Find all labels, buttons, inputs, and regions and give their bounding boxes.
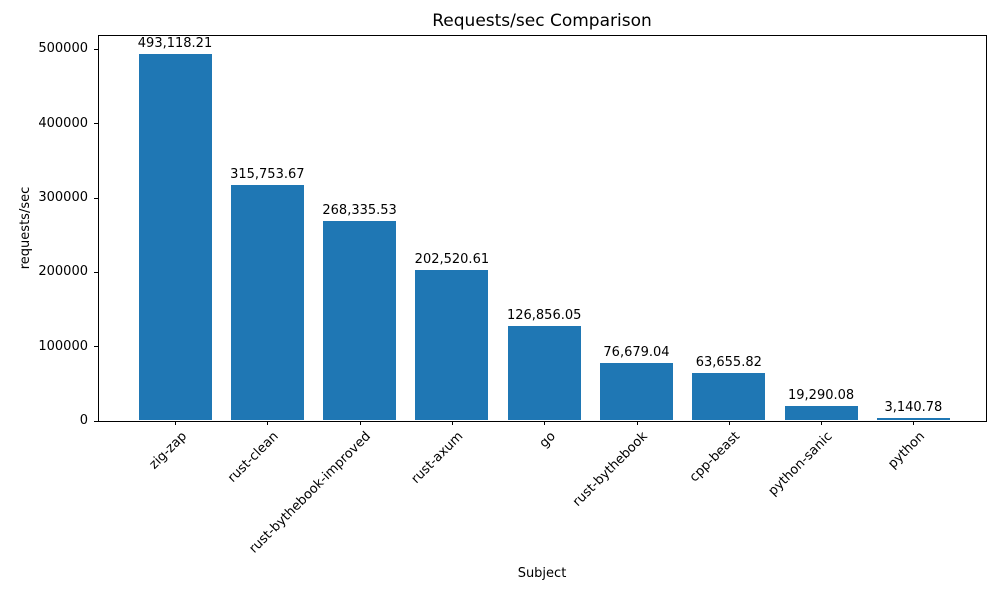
y-tick-mark — [94, 123, 98, 125]
bar-cpp-beast — [692, 372, 766, 420]
bar-value-label: 76,679.04 — [603, 345, 670, 361]
y-tick-mark — [94, 197, 98, 199]
bar-value-label: 63,655.82 — [695, 354, 762, 370]
bar-value-label: 19,290.08 — [788, 387, 855, 403]
bar-python — [876, 417, 950, 420]
y-tick-label: 100000 — [38, 338, 88, 354]
bar-value-label: 3,140.78 — [884, 399, 943, 415]
x-tick-mark — [636, 421, 638, 425]
x-tick-label-cpp-beast: cpp-beast — [687, 429, 744, 486]
x-tick-label-rust-clean: rust-clean — [225, 429, 282, 486]
bar-rust-clean — [230, 185, 304, 420]
y-tick-label: 0 — [79, 413, 88, 428]
x-tick-label-python: python — [885, 429, 928, 472]
y-tick-label: 300000 — [38, 190, 88, 206]
bar-value-label: 202,520.61 — [414, 251, 490, 267]
y-tick-label: 400000 — [38, 115, 88, 131]
x-tick-mark — [267, 421, 269, 425]
x-tick-mark — [544, 421, 546, 425]
x-tick-mark — [175, 421, 176, 425]
x-tick-mark — [728, 421, 730, 425]
bar-rust-bythebook-improved — [323, 220, 397, 420]
x-tick-mark — [913, 421, 915, 425]
x-tick-label-rust-bythebook: rust-bythebook — [570, 429, 652, 510]
bar-rust-bythebook — [600, 363, 673, 420]
x-tick-mark — [451, 421, 453, 425]
bar-value-label: 493,118.21 — [137, 35, 213, 51]
bar-value-label: 268,335.53 — [322, 202, 397, 218]
x-tick-mark — [821, 421, 823, 425]
x-tick-label-zig-zap: zig-zap — [146, 429, 190, 473]
bar-zig-zap — [138, 53, 212, 420]
chart-title: Requests/sec Comparison — [432, 11, 652, 31]
bar-value-label: 126,856.05 — [506, 307, 582, 323]
y-tick-mark — [94, 420, 98, 422]
y-tick-label: 200000 — [38, 264, 88, 280]
y-tick-mark — [94, 271, 98, 273]
bar-go — [507, 325, 581, 420]
x-tick-label-rust-axum: rust-axum — [408, 429, 467, 487]
y-tick-mark — [94, 346, 98, 348]
bar-python-sanic — [784, 405, 858, 420]
x-axis-label: Subject — [517, 566, 567, 581]
bar-value-label: 315,753.67 — [230, 167, 305, 183]
y-tick-mark — [94, 48, 98, 50]
bar-rust-axum — [415, 269, 489, 420]
x-tick-mark — [359, 421, 361, 425]
x-tick-label-go: go — [536, 429, 559, 452]
x-tick-label-python-sanic: python-sanic — [765, 429, 836, 499]
y-tick-label: 500000 — [38, 41, 88, 57]
